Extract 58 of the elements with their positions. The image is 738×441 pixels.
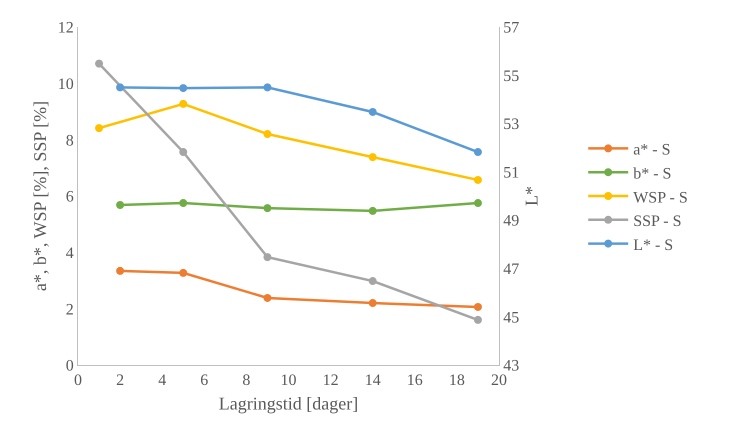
x-axis-title: Lagringstid [dager] bbox=[218, 393, 358, 414]
point bbox=[474, 302, 482, 311]
legend-label: a* - S bbox=[633, 142, 671, 159]
y2-tick-label: 45 bbox=[503, 309, 520, 326]
y2-tick-label: 55 bbox=[503, 68, 520, 85]
x-tick-label: 8 bbox=[242, 372, 250, 390]
y-tick-label: 4 bbox=[66, 244, 74, 262]
legend-label: b* - S bbox=[633, 165, 672, 182]
y-tick-label: 2 bbox=[66, 301, 74, 318]
y-axis-title: a*, b*, WSP [%], SSP [%] bbox=[30, 100, 50, 292]
point bbox=[368, 277, 377, 286]
point bbox=[474, 148, 482, 156]
point bbox=[474, 199, 482, 208]
y2-axis-title: L* bbox=[521, 186, 542, 206]
x-tick-label: 4 bbox=[158, 372, 166, 390]
y2-tick-label: 43 bbox=[503, 358, 520, 375]
point bbox=[179, 148, 188, 156]
point bbox=[263, 253, 272, 262]
y-tick-label: 6 bbox=[66, 188, 74, 206]
x-tick-label: 16 bbox=[406, 372, 423, 390]
point bbox=[116, 266, 124, 275]
point bbox=[368, 206, 377, 215]
x-tick-label: 6 bbox=[200, 372, 208, 390]
y-tick-label: 0 bbox=[66, 358, 74, 375]
y2-tick-label: 47 bbox=[503, 261, 520, 278]
x-tick-label: 10 bbox=[280, 372, 296, 390]
y-tick-label: 10 bbox=[58, 76, 74, 93]
legend-label: SSP - S bbox=[633, 213, 682, 230]
y-tick-label: 8 bbox=[66, 132, 74, 150]
point bbox=[263, 204, 272, 212]
point bbox=[474, 316, 482, 324]
legend-label: WSP - S bbox=[633, 189, 688, 206]
point bbox=[179, 199, 188, 208]
x-tick-label: 2 bbox=[116, 372, 124, 390]
legend-label: L* - S bbox=[633, 236, 674, 254]
point bbox=[263, 130, 272, 138]
x-tick-label: 12 bbox=[322, 372, 339, 390]
point bbox=[368, 108, 377, 116]
point bbox=[179, 268, 188, 277]
point bbox=[179, 100, 188, 108]
y2-tick-label: 57 bbox=[503, 20, 520, 37]
x-tick-label: 18 bbox=[448, 372, 465, 390]
point bbox=[263, 294, 272, 302]
y-tick-label: 12 bbox=[58, 20, 74, 37]
y2-tick-label: 53 bbox=[503, 116, 520, 134]
x-tick-label: 20 bbox=[491, 372, 507, 390]
point bbox=[116, 201, 124, 210]
point bbox=[116, 83, 124, 92]
y2-tick-label: 51 bbox=[503, 164, 520, 182]
point bbox=[368, 299, 377, 308]
point bbox=[95, 124, 104, 132]
x-tick-label: 14 bbox=[364, 372, 381, 390]
point bbox=[95, 60, 104, 68]
y2-tick-label: 49 bbox=[503, 212, 520, 230]
point bbox=[263, 83, 272, 92]
point bbox=[179, 84, 188, 92]
point bbox=[368, 153, 377, 162]
point bbox=[474, 176, 482, 184]
